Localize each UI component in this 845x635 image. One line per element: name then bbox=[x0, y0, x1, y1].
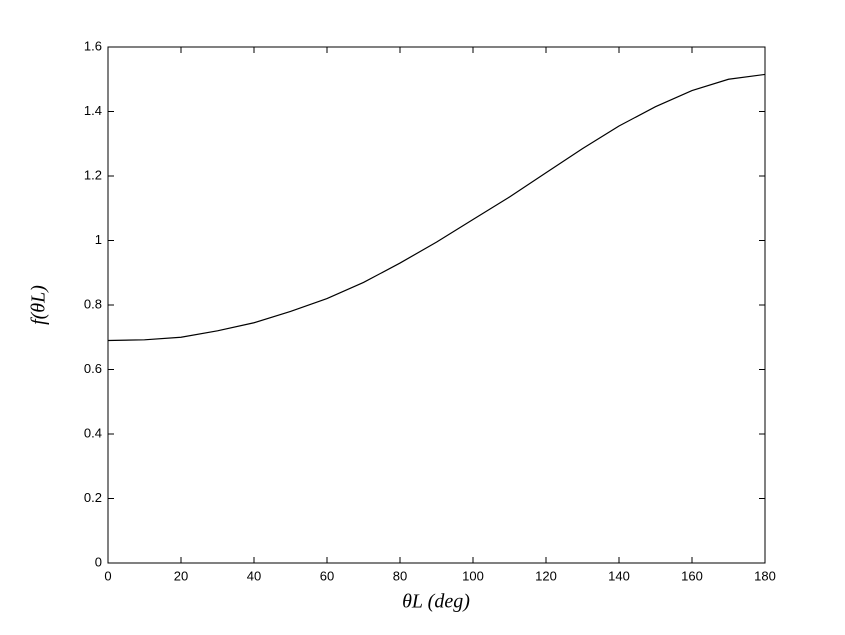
x-tick-label: 40 bbox=[247, 568, 261, 583]
y-tick-label: 1 bbox=[95, 232, 102, 247]
y-axis-label: f(θL) bbox=[28, 285, 50, 325]
y-tick-label: 0.6 bbox=[84, 361, 102, 376]
x-tick-label: 140 bbox=[608, 568, 630, 583]
y-tick-label: 1.6 bbox=[84, 38, 102, 53]
y-tick-label: 0.2 bbox=[84, 490, 102, 505]
x-tick-label: 180 bbox=[754, 568, 776, 583]
x-tick-label: 160 bbox=[681, 568, 703, 583]
x-axis-label: θL (deg) bbox=[402, 591, 470, 613]
x-tick-label: 20 bbox=[174, 568, 188, 583]
y-tick-label: 0 bbox=[95, 554, 102, 569]
x-tick-label: 0 bbox=[104, 568, 111, 583]
y-tick-label: 0.4 bbox=[84, 425, 102, 440]
x-tick-label: 100 bbox=[462, 568, 484, 583]
x-tick-label: 80 bbox=[393, 568, 407, 583]
x-tick-label: 60 bbox=[320, 568, 334, 583]
y-tick-label: 1.2 bbox=[84, 167, 102, 182]
plot-frame bbox=[107, 46, 766, 564]
line bbox=[107, 73, 766, 342]
y-tick-label: 1.4 bbox=[84, 103, 102, 118]
x-tick-label: 120 bbox=[535, 568, 557, 583]
y-tick-label: 0.8 bbox=[84, 296, 102, 311]
